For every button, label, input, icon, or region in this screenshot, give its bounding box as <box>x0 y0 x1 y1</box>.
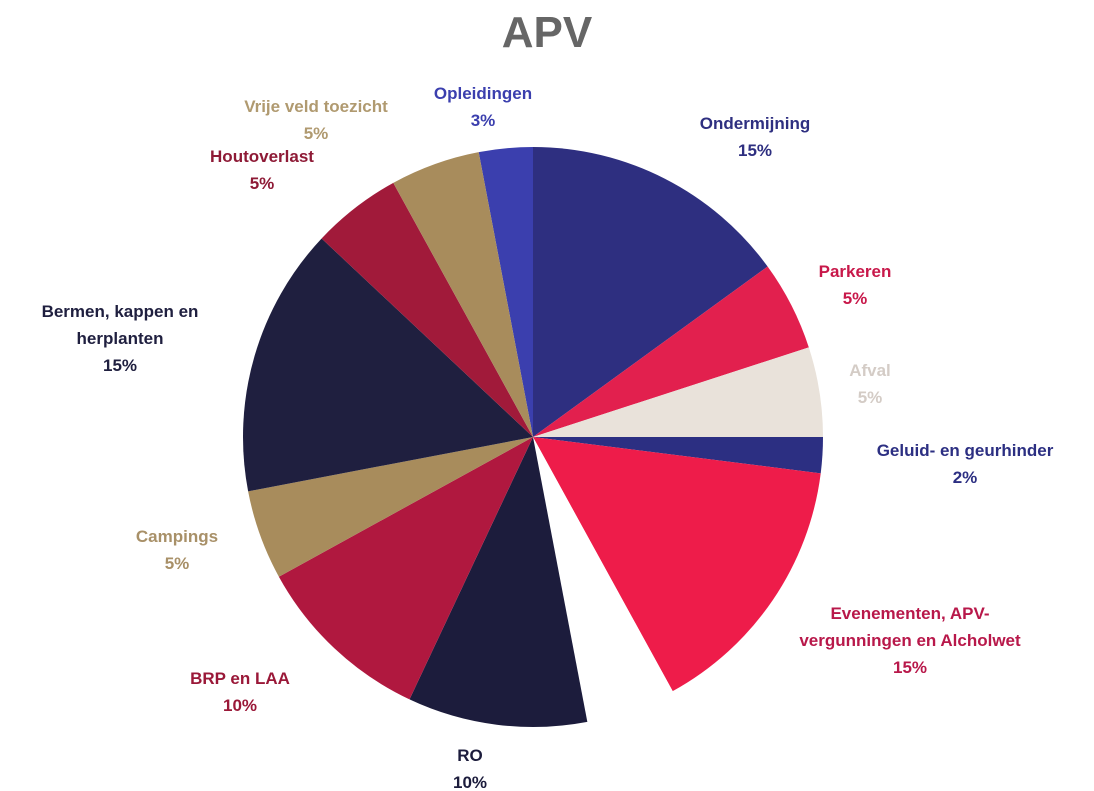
slice-name: Afval <box>849 361 891 380</box>
slice-label: Ondermijning 15% <box>655 110 855 164</box>
slice-value: 10% <box>222 696 258 715</box>
slice-value: 5% <box>164 554 190 573</box>
slice-label: BRP en LAA 10% <box>150 665 330 719</box>
pie-slice <box>533 437 821 692</box>
slice-name: Evenementen, APV-vergunningen en Alcholw… <box>799 604 1021 650</box>
slice-label: Bermen, kappen en herplanten 15% <box>0 298 240 379</box>
slice-name: Geluid- en geurhinder <box>876 441 1054 460</box>
slice-name: BRP en LAA <box>190 669 290 688</box>
pie-slice <box>533 147 768 437</box>
slice-label: Opleidingen 3% <box>383 80 583 134</box>
slice-label: Houtoverlast 5% <box>172 143 352 197</box>
slice-name: Opleidingen <box>433 84 533 103</box>
pie-slice <box>478 147 533 437</box>
slice-name: Vrije veld toezicht <box>244 97 388 116</box>
slice-label: RO 10% <box>410 742 530 791</box>
slice-name: RO <box>457 746 483 765</box>
slice-value: 3% <box>470 111 496 130</box>
slice-value: 5% <box>249 174 275 193</box>
slice-label: Parkeren 5% <box>780 258 930 312</box>
pie-slice <box>278 437 533 700</box>
slice-value: 2% <box>952 468 978 487</box>
slice-label: Afval 5% <box>810 357 930 411</box>
slice-name: Campings <box>135 527 219 546</box>
pie-slice <box>243 238 534 492</box>
slice-label: Geluid- en geurhinder 2% <box>845 437 1085 491</box>
slice-value: 5% <box>857 388 883 407</box>
slice-value: 5% <box>842 289 868 308</box>
pie-slice <box>393 152 533 437</box>
slice-label: Evenementen, APV-vergunningen en Alcholw… <box>785 600 1035 681</box>
pie-slice <box>248 437 533 577</box>
pie-slice <box>321 182 533 437</box>
pie-slice <box>409 437 588 727</box>
slice-value: 5% <box>303 124 329 143</box>
slice-value: 10% <box>452 773 488 791</box>
slice-label: Campings 5% <box>102 523 252 577</box>
pie-slice <box>533 437 823 474</box>
slice-label: Vrije veld toezicht 5% <box>196 93 436 147</box>
slice-name: Ondermijning <box>699 114 811 133</box>
slice-value: 15% <box>102 356 138 375</box>
chart-title: APV <box>501 8 593 57</box>
pie-slice <box>533 266 809 437</box>
slice-value: 15% <box>892 658 928 677</box>
slice-name: Houtoverlast <box>210 147 314 166</box>
slice-value: 15% <box>737 141 773 160</box>
slice-name: Bermen, kappen en herplanten <box>41 302 199 348</box>
slice-name: Parkeren <box>818 262 892 281</box>
pie-slice <box>533 347 824 437</box>
pie-slice <box>533 437 673 722</box>
